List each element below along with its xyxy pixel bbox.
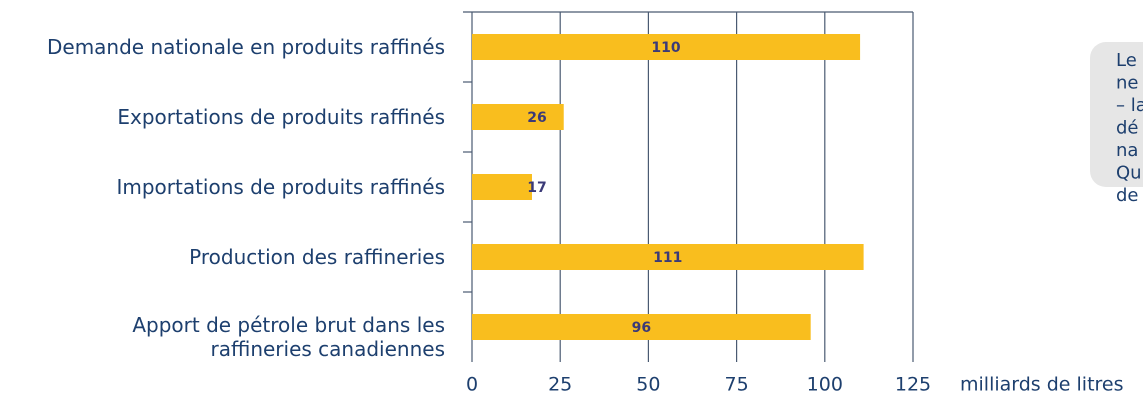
callout-text: ne (1116, 73, 1138, 94)
callout-text: na (1116, 140, 1138, 161)
x-tick-label: 125 (895, 374, 931, 396)
bar (472, 174, 532, 200)
y-tick-label: Production des raffineries (189, 245, 445, 269)
callout-text: dé (1116, 118, 1139, 139)
callout-text: – la (1116, 95, 1143, 116)
x-tick-label: 50 (636, 374, 660, 396)
y-tick-label: Demande nationale en produits raffinés (46, 35, 445, 59)
bar (472, 244, 864, 270)
value-label: 110 (651, 40, 680, 56)
callout-text: de (1116, 185, 1139, 206)
y-tick-label: Apport de pétrole brut dans les raffiner… (132, 313, 445, 361)
x-axis-label: milliards de litres (960, 374, 1124, 396)
bar (472, 104, 564, 130)
callout-text: Qu (1116, 163, 1142, 184)
bar (472, 314, 811, 340)
callout-box (1090, 42, 1143, 187)
x-tick-label: 75 (725, 374, 749, 396)
x-tick-label: 25 (548, 374, 572, 396)
callout-text: Le (1116, 50, 1137, 71)
value-label: 111 (653, 250, 682, 266)
x-tick-label: 0 (466, 374, 478, 396)
value-label: 96 (632, 320, 651, 336)
x-tick-label: 100 (807, 374, 843, 396)
value-label: 17 (527, 180, 546, 196)
y-tick-label: Importations de produits raffinés (116, 175, 445, 199)
y-tick-label: Exportations de produits raffinés (117, 105, 445, 129)
bar (472, 34, 861, 60)
value-label: 26 (527, 110, 546, 126)
